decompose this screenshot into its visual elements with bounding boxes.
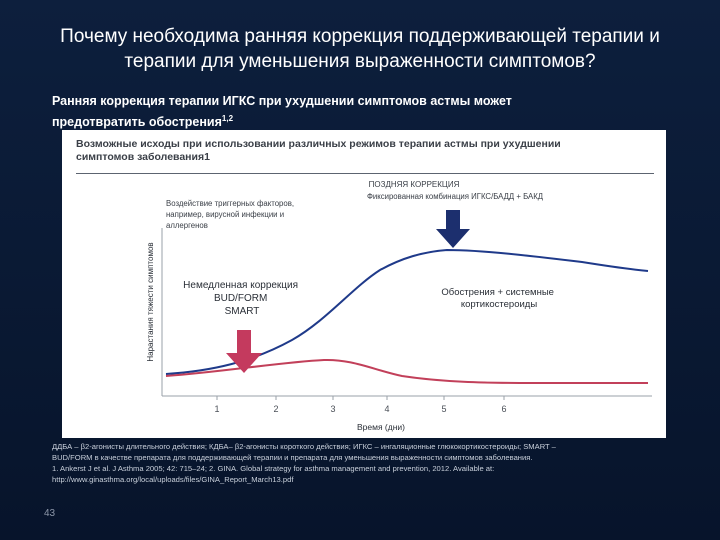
immediate-correction-line-1: Немедленная коррекция	[183, 280, 298, 291]
x-tick-label-4: 4	[384, 404, 389, 414]
exacerbation-line-1: Обострения + системные	[441, 287, 554, 298]
page-number: 43	[44, 508, 56, 519]
footnotes: ДДБА – β2-агонисты длительного действия;…	[52, 441, 692, 485]
late-correction-curve	[165, 248, 649, 375]
trigger-text: Воздействие триггерных факторов, наприме…	[166, 199, 296, 230]
y-axis-label: Нарастания тяжести симптомов	[146, 242, 155, 361]
x-tick-label-2: 2	[273, 404, 278, 414]
panel-title-line-2: симптомов заболевания1	[76, 151, 210, 163]
outcomes-diagram: 1 2 3 4 5 6 Время (дни) Нарастания тяжес…	[146, 180, 652, 432]
slide-subtitle-sup: 1,2	[221, 114, 234, 123]
exacerbation-text: Обострения + системные кортикостероиды	[441, 287, 556, 310]
footnote-line-2: BUD/FORM в качестве препарата для поддер…	[52, 453, 533, 462]
trigger-text-line-2: например, вирусной инфекции и	[166, 210, 284, 219]
slide-subtitle-line-2-text: предотвратить обострения	[52, 115, 222, 130]
trigger-text-line-1: Воздействие триггерных факторов,	[166, 199, 294, 208]
trigger-text-line-3: аллергенов	[166, 221, 208, 230]
exacerbation-line-2: кортикостероиды	[461, 299, 538, 310]
slide-subtitle: Ранняя коррекция терапии ИГКС при ухудше…	[52, 93, 612, 131]
footnote-line-4: http://www.ginasthma.org/local/uploads/f…	[52, 475, 294, 484]
footnote-line-1: ДДБА – β2-агонисты длительного действия;…	[52, 442, 556, 451]
diagram-panel: Возможные исходы при использовании разли…	[62, 130, 666, 438]
footnote-line-3: 1. Ankerst J et al. J Asthma 2005; 42: 7…	[52, 464, 495, 473]
x-tick-label-3: 3	[330, 404, 335, 414]
panel-title: Возможные исходы при использовании разли…	[76, 138, 646, 164]
slide-title: Почему необходима ранняя коррекция подде…	[20, 24, 700, 74]
x-tick-label-1: 1	[214, 404, 219, 414]
x-axis-label: Время (дни)	[357, 422, 405, 432]
x-tick-label-6: 6	[501, 404, 506, 414]
immediate-correction-line-2: BUD/FORM	[214, 293, 267, 304]
slide-subtitle-line-1: Ранняя коррекция терапии ИГКС при ухудше…	[52, 94, 512, 108]
immediate-correction-line-3: SMART	[225, 306, 260, 317]
early-correction-arrow	[226, 330, 262, 373]
panel-divider	[76, 173, 654, 174]
x-tick-label-5: 5	[441, 404, 446, 414]
late-correction-title: ПОЗДНЯЯ КОРРЕКЦИЯ	[369, 180, 460, 189]
slide-subtitle-line-2: предотвратить обострения1,2	[52, 110, 612, 131]
late-correction-subtitle: Фиксированная комбинация ИГКС/БАДД + БАК…	[367, 192, 544, 201]
immediate-correction-text: Немедленная коррекция BUD/FORM SMART	[183, 280, 301, 317]
slide-title-line-2: терапии для уменьшения выраженности симп…	[124, 51, 596, 72]
early-correction-curve	[165, 358, 648, 384]
slide-title-line-1: Почему необходима ранняя коррекция подде…	[60, 26, 660, 47]
late-correction-arrow	[436, 210, 470, 248]
panel-title-line-1: Возможные исходы при использовании разли…	[76, 138, 561, 150]
